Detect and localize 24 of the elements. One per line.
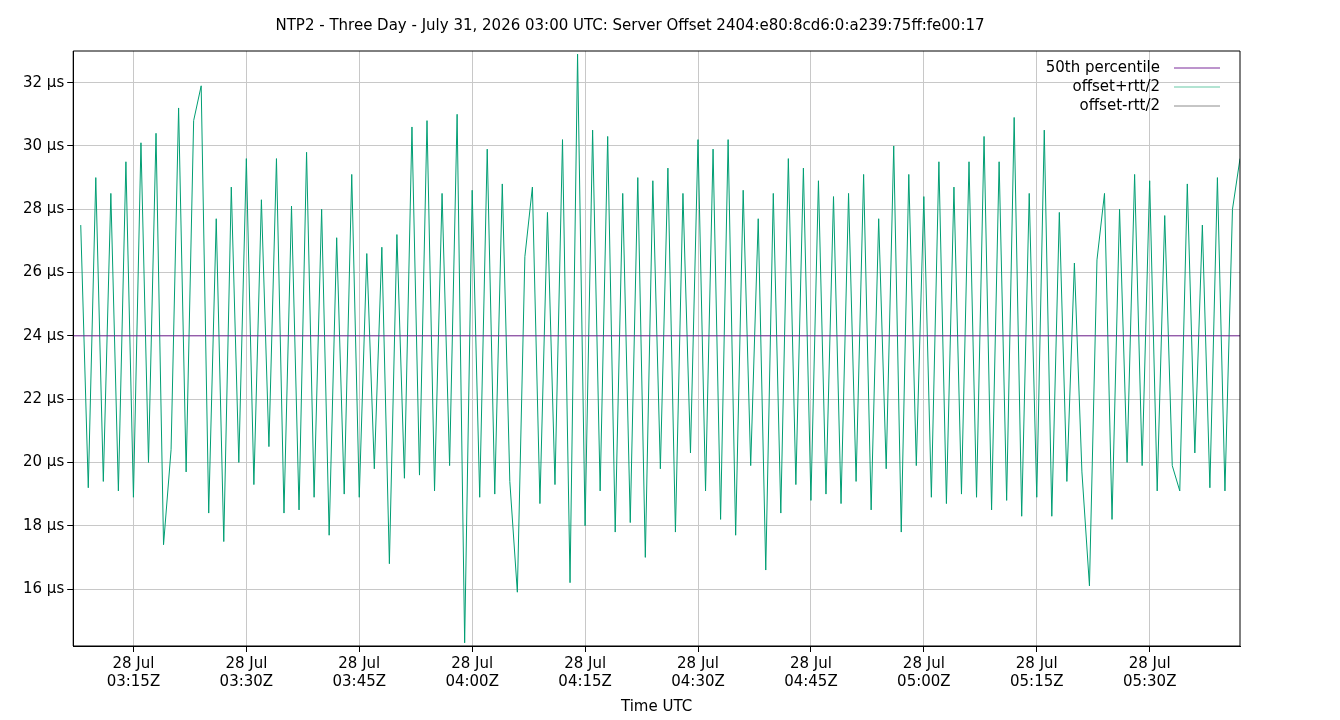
y-tick-label: 30 µs <box>22 135 65 154</box>
x-tick-label: 28 Jul 03:45Z <box>332 653 387 690</box>
x-tick-label: 28 Jul 03:30Z <box>219 653 274 690</box>
y-tick-label: 28 µs <box>22 199 65 218</box>
y-tick-label: 22 µs <box>22 389 65 408</box>
x-tick-label: 28 Jul 05:00Z <box>897 653 951 690</box>
chart-title: NTP2 - Three Day - July 31, 2026 03:00 UTC: Server Offset 2404:e80:8cd6:0:a239:75ff:fe00:17 <box>275 15 985 34</box>
y-tick-label: 32 µs <box>22 72 65 91</box>
x-tick-label: 28 Jul 03:15Z <box>106 653 161 690</box>
legend-label: offset-rtt/2 <box>1079 95 1160 114</box>
legend-label: offset+rtt/2 <box>1072 76 1160 95</box>
y-tick-label: 26 µs <box>22 262 65 281</box>
y-tick-label: 18 µs <box>22 515 65 534</box>
y-tick-label: 16 µs <box>22 578 65 597</box>
x-tick-label: 28 Jul 04:00Z <box>445 653 499 690</box>
x-tick-label: 28 Jul 04:30Z <box>671 653 725 690</box>
legend-label: 50th percentile <box>1045 57 1160 76</box>
x-tick-label: 28 Jul 05:15Z <box>1010 653 1064 690</box>
y-tick-label: 20 µs <box>22 452 65 471</box>
x-tick-label: 28 Jul 05:30Z <box>1122 653 1177 690</box>
x-axis-title: Time UTC <box>620 696 693 715</box>
x-tick-label: 28 Jul 04:45Z <box>784 653 838 690</box>
x-tick-label: 28 Jul 04:15Z <box>558 653 612 690</box>
y-tick-label: 24 µs <box>22 325 65 344</box>
